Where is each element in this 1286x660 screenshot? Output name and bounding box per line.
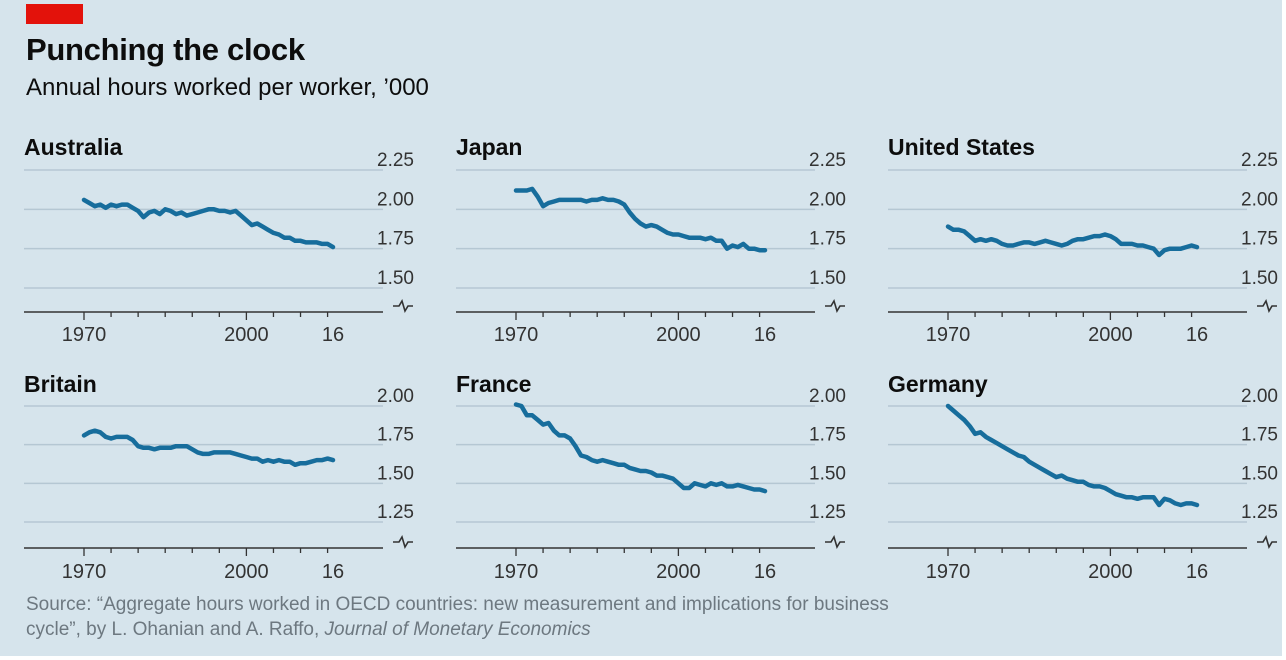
chart-title: Punching the clock (26, 32, 305, 67)
y-tick-label: 1.75 (1241, 425, 1278, 446)
y-tick-label: 2.00 (377, 189, 414, 210)
y-tick-label: 1.25 (1241, 502, 1278, 523)
y-tick-label: 1.75 (1241, 229, 1278, 250)
panel-title-britain: Britain (24, 371, 97, 397)
series-line-japan (513, 186, 768, 253)
axis-break-icon (825, 299, 845, 313)
y-tick-label: 1.75 (377, 425, 414, 446)
x-tick-label: 2000 (656, 561, 701, 583)
y-tick-label: 1.25 (377, 502, 414, 523)
y-tick-label: 2.00 (1241, 189, 1278, 210)
y-tick-label: 1.50 (377, 463, 414, 484)
x-tick-label: 2000 (656, 324, 701, 346)
y-tick-label: 1.50 (809, 268, 846, 289)
panel-france: France 2.00 1.75 1.50 1.25 1970 2000 16 (456, 371, 846, 583)
y-tick-label: 1.75 (377, 229, 414, 250)
panel-title-germany: Germany (888, 371, 988, 397)
y-tick-label: 1.50 (809, 463, 846, 484)
y-tick-label: 2.25 (809, 150, 846, 171)
axis-break-icon (393, 535, 413, 549)
x-tick-label: 16 (322, 561, 344, 583)
axis-break-icon (1257, 299, 1277, 313)
x-tick-label: 16 (754, 324, 776, 346)
panel-britain: Britain 2.00 1.75 1.50 1.25 1970 2000 16 (24, 371, 414, 583)
x-tick-label: 16 (1186, 324, 1208, 346)
series-line-united-states (945, 224, 1200, 258)
panel-japan: Japan 2.25 2.00 1.75 1.50 1970 2000 16 (456, 134, 846, 346)
panel-title-united-states: United States (888, 134, 1035, 160)
series-line-germany (945, 403, 1200, 508)
panel-title-japan: Japan (456, 134, 522, 160)
x-tick-label: 1970 (494, 561, 539, 583)
x-tick-label: 16 (1186, 561, 1208, 583)
y-tick-label: 1.25 (809, 502, 846, 523)
y-tick-label: 1.50 (377, 268, 414, 289)
y-tick-label: 2.00 (809, 189, 846, 210)
x-tick-label: 2000 (224, 561, 269, 583)
y-tick-label: 2.00 (1241, 386, 1278, 407)
axis-break-icon (825, 535, 845, 549)
x-tick-label: 16 (754, 561, 776, 583)
source-journal: Journal of Monetary Economics (324, 619, 591, 640)
x-tick-label: 1970 (494, 324, 539, 346)
brand-tag (26, 4, 83, 24)
y-tick-label: 1.75 (809, 425, 846, 446)
source-note: Source: “Aggregate hours worked in OECD … (26, 592, 926, 642)
x-tick-label: 1970 (62, 324, 107, 346)
panel-united-states: United States 2.25 2.00 1.75 1.50 1970 2000 16 (888, 134, 1278, 346)
source-text: Source: “Aggregate hours worked in OECD … (26, 594, 889, 640)
panel-title-france: France (456, 371, 531, 397)
y-tick-label: 1.75 (809, 229, 846, 250)
series-line-australia (81, 197, 336, 250)
series-line-france (513, 402, 768, 494)
series-line-britain (81, 428, 336, 468)
panel-title-australia: Australia (24, 134, 123, 160)
y-tick-label: 2.00 (377, 386, 414, 407)
y-tick-label: 2.00 (809, 386, 846, 407)
y-tick-label: 2.25 (377, 150, 414, 171)
y-tick-label: 1.50 (1241, 268, 1278, 289)
x-tick-label: 2000 (224, 324, 269, 346)
y-tick-label: 1.50 (1241, 463, 1278, 484)
y-tick-label: 2.25 (1241, 150, 1278, 171)
x-tick-label: 1970 (62, 561, 107, 583)
chart-subtitle: Annual hours worked per worker, ’000 (26, 74, 429, 101)
axis-break-icon (393, 299, 413, 313)
x-tick-label: 2000 (1088, 561, 1133, 583)
panel-australia: Australia 2.25 2.00 1.75 1.50 1970 2000 16 (24, 134, 414, 346)
x-tick-label: 1970 (926, 561, 971, 583)
x-tick-label: 1970 (926, 324, 971, 346)
axis-break-icon (1257, 535, 1277, 549)
x-tick-label: 2000 (1088, 324, 1133, 346)
x-tick-label: 16 (322, 324, 344, 346)
panel-germany: Germany 2.00 1.75 1.50 1.25 1970 2000 16 (888, 371, 1278, 583)
